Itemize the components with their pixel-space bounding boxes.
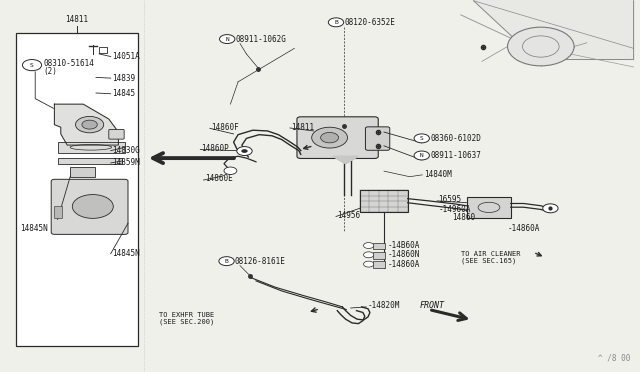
Circle shape <box>414 151 429 160</box>
Bar <box>70 167 95 177</box>
Circle shape <box>237 147 252 155</box>
Text: ^ /8 00: ^ /8 00 <box>598 354 630 363</box>
Text: 08310-51614: 08310-51614 <box>44 59 94 68</box>
Polygon shape <box>474 1 634 60</box>
Circle shape <box>22 60 42 71</box>
Bar <box>58 158 122 164</box>
Circle shape <box>321 132 339 143</box>
FancyBboxPatch shape <box>297 117 378 158</box>
Circle shape <box>224 167 237 174</box>
Text: B: B <box>334 20 338 25</box>
Text: 14845N: 14845N <box>112 249 140 258</box>
Circle shape <box>312 127 348 148</box>
Bar <box>373 261 385 268</box>
Bar <box>373 252 385 259</box>
Text: TO AIR CLEANER: TO AIR CLEANER <box>461 251 520 257</box>
Circle shape <box>543 204 558 213</box>
Text: 14845N: 14845N <box>20 224 48 233</box>
Text: 16595: 16595 <box>438 195 461 204</box>
Text: -14960A: -14960A <box>438 205 471 214</box>
Circle shape <box>241 149 248 153</box>
Text: FRONT: FRONT <box>419 301 444 310</box>
Text: 14051A: 14051A <box>112 52 140 61</box>
Text: -14860N: -14860N <box>388 250 420 259</box>
Circle shape <box>219 257 234 266</box>
Text: -14860A: -14860A <box>508 224 540 233</box>
Text: 14840M: 14840M <box>424 170 451 179</box>
Text: 14956: 14956 <box>337 211 360 220</box>
Text: -14860A: -14860A <box>388 260 420 269</box>
Text: 14830G: 14830G <box>112 146 140 155</box>
Text: 14811: 14811 <box>291 123 314 132</box>
Circle shape <box>508 27 574 66</box>
Text: TO EXHFR TUBE: TO EXHFR TUBE <box>159 312 214 318</box>
Bar <box>467 197 511 218</box>
Text: S: S <box>30 62 34 68</box>
Text: (2): (2) <box>44 67 58 76</box>
Text: N: N <box>225 36 229 42</box>
Text: -14820M: -14820M <box>367 301 400 310</box>
FancyBboxPatch shape <box>109 129 124 139</box>
Text: 08120-6352E: 08120-6352E <box>344 18 395 27</box>
Text: 14860F: 14860F <box>211 123 239 132</box>
Text: 08911-1062G: 08911-1062G <box>236 35 286 44</box>
Text: 08360-6102D: 08360-6102D <box>430 134 481 143</box>
Text: (SEE SEC.165): (SEE SEC.165) <box>461 257 516 264</box>
Circle shape <box>72 195 113 218</box>
Circle shape <box>364 243 374 248</box>
Bar <box>16 33 138 346</box>
Circle shape <box>220 35 235 44</box>
Text: -14B60A: -14B60A <box>388 241 420 250</box>
Text: 14845: 14845 <box>112 89 135 98</box>
Circle shape <box>82 120 97 129</box>
FancyBboxPatch shape <box>365 127 390 150</box>
Text: 14860E: 14860E <box>205 174 232 183</box>
Text: N: N <box>420 153 424 158</box>
Polygon shape <box>333 156 358 164</box>
Bar <box>58 142 125 153</box>
Bar <box>373 243 385 249</box>
Text: 14811: 14811 <box>65 15 88 24</box>
Text: B: B <box>225 259 228 264</box>
Text: 08126-8161E: 08126-8161E <box>235 257 285 266</box>
Text: 14860: 14860 <box>452 213 476 222</box>
Bar <box>54 206 62 218</box>
Text: (SEE SEC.200): (SEE SEC.200) <box>159 318 214 325</box>
Text: S: S <box>420 136 424 141</box>
FancyBboxPatch shape <box>51 179 128 234</box>
Polygon shape <box>54 104 118 145</box>
Circle shape <box>76 116 104 133</box>
Circle shape <box>364 261 374 267</box>
Text: 08911-10637: 08911-10637 <box>430 151 481 160</box>
Text: 14839: 14839 <box>112 74 135 83</box>
Circle shape <box>328 18 344 27</box>
Circle shape <box>414 134 429 143</box>
Text: 14860P: 14860P <box>202 144 229 153</box>
Text: 14859M: 14859M <box>112 158 140 167</box>
Ellipse shape <box>68 90 95 95</box>
Bar <box>360 190 408 212</box>
Circle shape <box>364 252 374 258</box>
